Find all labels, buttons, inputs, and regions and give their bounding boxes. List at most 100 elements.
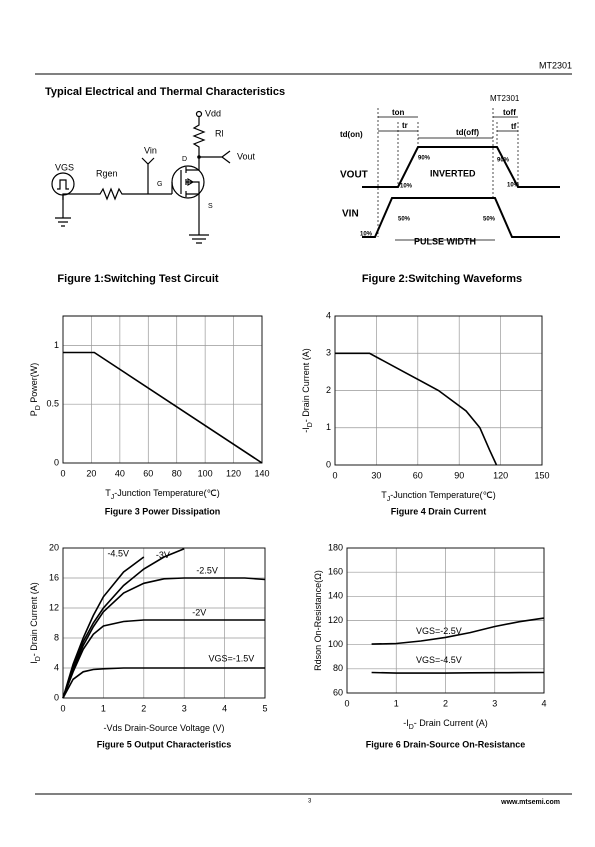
x-tick-label: 0 [332, 470, 337, 480]
y-tick-label: 180 [328, 542, 343, 552]
axis-label: ID- Drain Current (A) [29, 582, 42, 664]
x-tick-label: 3 [182, 703, 187, 713]
x-tick-label: 80 [172, 468, 182, 478]
plot-frame [62, 547, 266, 699]
axis-label: -ID- Drain Current (A) [403, 718, 488, 731]
y-tick-label: 100 [328, 639, 343, 649]
y-tick-label: 4 [54, 662, 59, 672]
axis-label-part: D [307, 422, 314, 427]
label: 10% [400, 184, 413, 190]
data-line [62, 577, 266, 699]
figure-caption: Figure 4 Drain Current [391, 506, 487, 516]
axis-label-part: -Junction Temperature(℃) [390, 490, 495, 500]
y-tick-label: 0 [54, 457, 59, 467]
x-tick-label: 40 [115, 468, 125, 478]
series-label: -4.5V [107, 548, 129, 558]
label: VGS [55, 162, 74, 172]
data-line [62, 619, 265, 699]
label: td(off) [456, 128, 479, 137]
axis-label-part: J [111, 494, 115, 501]
data-line [62, 667, 265, 699]
vin-wave [362, 197, 560, 238]
time-arrows [378, 116, 518, 241]
y-tick-label: 16 [49, 572, 59, 582]
series-label: VGS=-4.5V [416, 655, 462, 665]
y-tick-label: 160 [328, 567, 343, 577]
series-label: VGS=-1.5V [208, 653, 254, 663]
waveforms [362, 108, 560, 241]
x-tick-label: 1 [101, 703, 106, 713]
axis-label-part: Power(W) [29, 363, 39, 406]
data-line [62, 548, 185, 699]
label: 10% [360, 232, 373, 238]
label: ton [392, 108, 405, 117]
axis-label: TJ-Junction Temperature(℃) [105, 488, 219, 501]
guide-lines [377, 108, 519, 237]
x-tick-label: 20 [86, 468, 96, 478]
label: td(on) [340, 130, 363, 139]
x-tick-label: 0 [60, 703, 65, 713]
axis-label-part: -I [301, 427, 311, 433]
label: G [157, 181, 162, 188]
plot-frame [62, 315, 263, 464]
y-tick-label: 0.5 [46, 399, 59, 409]
label: 50% [398, 217, 411, 223]
y-tick-label: 4 [326, 310, 331, 320]
axis-label-part: -Vds Drain-Source Voltage (V) [103, 723, 224, 733]
axis-label-part: D [35, 405, 42, 410]
x-tick-label: 120 [226, 468, 241, 478]
axis-label: PD Power(W) [29, 363, 42, 417]
label: 50% [483, 217, 496, 223]
label: Rgen [96, 168, 118, 178]
figure-caption: Figure 6 Drain-Source On-Resistance [366, 739, 526, 749]
label: D [182, 156, 187, 163]
axis-label-part: -Junction Temperature(℃) [114, 488, 219, 498]
page-number: 3 [308, 799, 312, 805]
label: PULSE WIDTH [414, 236, 476, 246]
axis-label-part: -I [403, 718, 409, 728]
vin-wire [141, 157, 155, 194]
rl-wire [192, 117, 231, 164]
y-tick-label: 12 [49, 602, 59, 612]
figure-caption: Figure 3 Power Dissipation [105, 506, 221, 516]
x-tick-label: 120 [493, 470, 508, 480]
label: tf [511, 122, 517, 131]
x-tick-label: 30 [371, 470, 381, 480]
axis-label-part: - Drain Current (A) [301, 348, 311, 422]
axis-label: -ID- Drain Current (A) [301, 348, 314, 433]
x-tick-label: 150 [534, 470, 549, 480]
axis-label-part: - Drain Current (A) [29, 582, 39, 656]
plot-area [62, 315, 263, 464]
x-tick-label: 3 [492, 698, 497, 708]
label: VOUT [340, 170, 368, 181]
figure-caption: Figure 5 Output Characteristics [97, 739, 232, 749]
header-part: MT2301 [539, 60, 572, 70]
data-line [335, 352, 498, 466]
ground [55, 195, 71, 227]
label: S [208, 203, 213, 210]
y-tick-label: 20 [49, 542, 59, 552]
label: Vdd [205, 108, 221, 118]
figure-caption: Figure 1:Switching Test Circuit [57, 273, 218, 285]
footer-site: www.mtsemi.com [500, 799, 560, 806]
series-label: -2V [192, 608, 206, 618]
axis-label-part: T [381, 490, 387, 500]
data-line [371, 617, 545, 645]
axis-label-part: P [29, 410, 39, 416]
label: Vout [237, 151, 256, 161]
y-tick-label: 80 [333, 663, 343, 673]
x-tick-label: 5 [262, 703, 267, 713]
section-title: Typical Electrical and Thermal Character… [45, 86, 285, 98]
axis-label: Rdson On-Resistance(Ω) [313, 570, 323, 671]
label: 10% [507, 183, 520, 189]
pulse-icon [57, 179, 69, 190]
x-tick-label: 0 [344, 698, 349, 708]
axis-label-part: Rdson On-Resistance(Ω) [313, 570, 323, 671]
series-label: -3V [156, 550, 170, 560]
y-tick-label: 8 [54, 632, 59, 642]
y-tick-label: 2 [326, 385, 331, 395]
label: Vin [144, 145, 157, 155]
label: tr [402, 121, 408, 130]
